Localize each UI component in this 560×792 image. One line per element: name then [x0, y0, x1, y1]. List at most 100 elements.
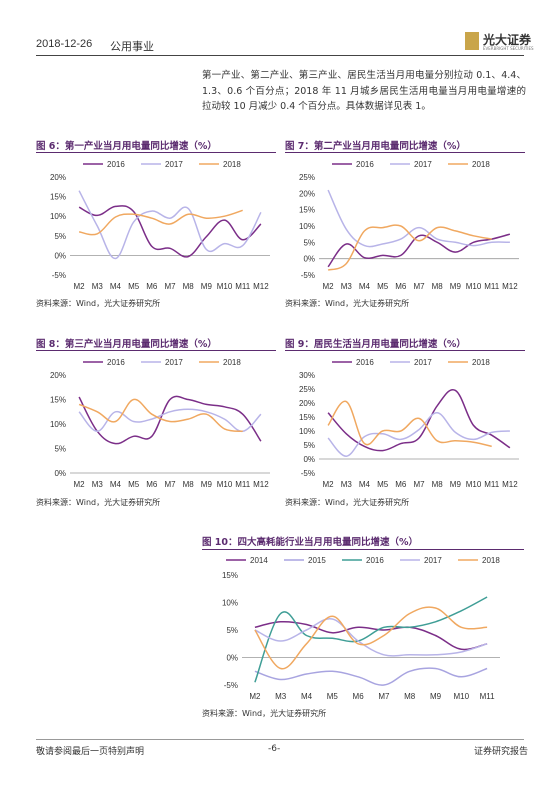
- x-tick-label: M9: [450, 480, 462, 489]
- x-tick-label: M10: [466, 282, 482, 291]
- legend-label: 2016: [356, 160, 374, 169]
- x-tick-label: M5: [128, 480, 140, 489]
- chart-svg: 2016 2017 2018 30% 25% 20% 15% 10% 5% 0% -5% M2 M3 M4…: [299, 358, 519, 489]
- y-tick-label: 25%: [299, 173, 315, 182]
- x-tick-label: M7: [378, 692, 390, 701]
- legend-label: 2016: [366, 556, 384, 565]
- y-tick-label: 10%: [50, 420, 66, 429]
- x-tick-label: M2: [323, 480, 335, 489]
- brand-logo: 光大证券 EVERBRIGHT SECURITIES: [465, 30, 534, 54]
- figure-7-rule: [285, 152, 525, 153]
- legend-item: 2016: [342, 556, 384, 565]
- legend-item: 2018: [199, 160, 241, 169]
- x-tick-label: M3: [275, 692, 287, 701]
- x-tick-label: M12: [502, 282, 518, 291]
- x-tick-label: M5: [327, 692, 339, 701]
- x-tick-label: M8: [183, 282, 195, 291]
- series-line-2017: [327, 189, 510, 248]
- legend-label: 2018: [482, 556, 500, 565]
- y-tick-label: 0%: [303, 255, 315, 264]
- legend-label: 2017: [414, 358, 432, 367]
- x-tick-label: M10: [454, 692, 470, 701]
- legend-item: 2016: [332, 160, 374, 169]
- y-tick-label: 5%: [54, 445, 66, 454]
- series-line-2018: [254, 606, 488, 670]
- x-tick-label: M8: [432, 282, 444, 291]
- legend-label: 2017: [165, 160, 183, 169]
- logo-mark-icon: [465, 32, 479, 50]
- x-tick-label: M11: [235, 282, 251, 291]
- x-tick-label: M4: [110, 282, 122, 291]
- header-sector: 公用事业: [110, 40, 154, 53]
- page-number: -6-: [268, 744, 281, 754]
- header-divider: [36, 55, 524, 56]
- legend-item: 2017: [141, 358, 183, 367]
- y-tick-label: -5%: [52, 271, 66, 280]
- legend-label: 2016: [107, 160, 125, 169]
- x-tick-label: M6: [146, 282, 158, 291]
- x-tick-label: M9: [430, 692, 442, 701]
- x-tick-label: M10: [217, 480, 233, 489]
- x-tick-label: M9: [201, 282, 213, 291]
- x-tick-label: M6: [146, 480, 158, 489]
- y-tick-label: 10%: [299, 222, 315, 231]
- x-tick-label: M9: [450, 282, 462, 291]
- figure-9-title: 图 9：居民生活当月用电量同比增速（%）: [285, 339, 466, 350]
- y-tick-label: -5%: [301, 271, 315, 280]
- figure-9-source: 资料来源：Wind，光大证券研究所: [285, 498, 410, 507]
- y-tick-label: 30%: [299, 371, 315, 380]
- x-tick-label: M12: [253, 480, 269, 489]
- x-tick-label: M4: [110, 480, 122, 489]
- x-tick-label: M2: [249, 692, 261, 701]
- x-tick-label: M6: [395, 282, 407, 291]
- figure-9-chart: 2016 2017 2018 30% 25% 20% 15% 10% 5% 0% -5% M2 M3 M4…: [285, 353, 525, 493]
- y-tick-label: 15%: [50, 193, 66, 202]
- x-tick-label: M8: [183, 480, 195, 489]
- x-tick-label: M7: [413, 480, 425, 489]
- x-tick-label: M8: [404, 692, 416, 701]
- x-tick-label: M4: [359, 480, 371, 489]
- x-tick-label: M8: [432, 480, 444, 489]
- y-tick-label: 10%: [222, 599, 238, 608]
- series-line-2017: [78, 190, 262, 260]
- x-tick-label: M11: [235, 480, 251, 489]
- figure-10-title: 图 10：四大高耗能行业当月用电量同比增速（%）: [202, 537, 419, 548]
- y-tick-label: 0%: [54, 469, 66, 478]
- logo-text: 光大证券: [483, 33, 532, 47]
- legend-label: 2018: [223, 358, 241, 367]
- chart-svg: 2016 2017 2018 20% 15% 10% 5% 0% M2 M3 M4 M5 M6 M7 M8 M…: [50, 358, 270, 489]
- series-line-2017: [327, 412, 510, 457]
- header-date: 2018-12-26: [36, 38, 93, 50]
- y-tick-label: 0%: [226, 654, 238, 663]
- legend-item: 2015: [284, 556, 326, 565]
- y-tick-label: 15%: [222, 571, 238, 580]
- x-tick-label: M6: [353, 692, 365, 701]
- figure-7-chart: 2016 2017 2018 25% 20% 15% 10% 5% 0% -5% M2 M3 M4 M5 M…: [285, 155, 525, 295]
- x-tick-label: M5: [128, 282, 140, 291]
- footer-divider: [36, 739, 524, 740]
- x-tick-label: M2: [74, 282, 86, 291]
- x-tick-label: M7: [164, 480, 176, 489]
- intro-text: 第一产业、第二产业、第三产业、居民生活当月用电量分别拉动 0.1、4.4、1.3…: [202, 70, 526, 112]
- intro-paragraph: 第一产业、第二产业、第三产业、居民生活当月用电量分别拉动 0.1、4.4、1.3…: [202, 68, 526, 115]
- chart-svg: 2016 2017 2018 25% 20% 15% 10% 5% 0% -5% M2 M3 M4 M5 M…: [299, 160, 519, 291]
- series-line-2018: [327, 224, 492, 271]
- legend-label: 2015: [308, 556, 326, 565]
- x-tick-label: M9: [201, 480, 213, 489]
- figure-7-source: 资料来源：Wind，光大证券研究所: [285, 299, 410, 308]
- chart-svg: 2014 2015 2016 2017 2018 15% 10% 5% 0% -5% M2 M3 M4 M…: [222, 556, 500, 701]
- x-tick-label: M3: [341, 480, 353, 489]
- x-tick-label: M11: [480, 692, 496, 701]
- x-tick-label: M7: [413, 282, 425, 291]
- y-tick-label: 10%: [299, 427, 315, 436]
- legend-item: 2018: [458, 556, 500, 565]
- figure-10-chart: 2014 2015 2016 2017 2018 15% 10% 5% 0% -5% M2 M3 M4 M…: [202, 551, 524, 705]
- y-tick-label: 15%: [299, 413, 315, 422]
- x-tick-label: M2: [323, 282, 335, 291]
- figure-9-rule: [285, 350, 525, 351]
- figure-8-chart: 2016 2017 2018 20% 15% 10% 5% 0% M2 M3 M4 M5 M6 M7 M8 M…: [36, 353, 276, 493]
- y-tick-label: 5%: [303, 238, 315, 247]
- figure-10-rule: [202, 549, 524, 550]
- x-tick-label: M12: [253, 282, 269, 291]
- x-tick-label: M11: [484, 282, 500, 291]
